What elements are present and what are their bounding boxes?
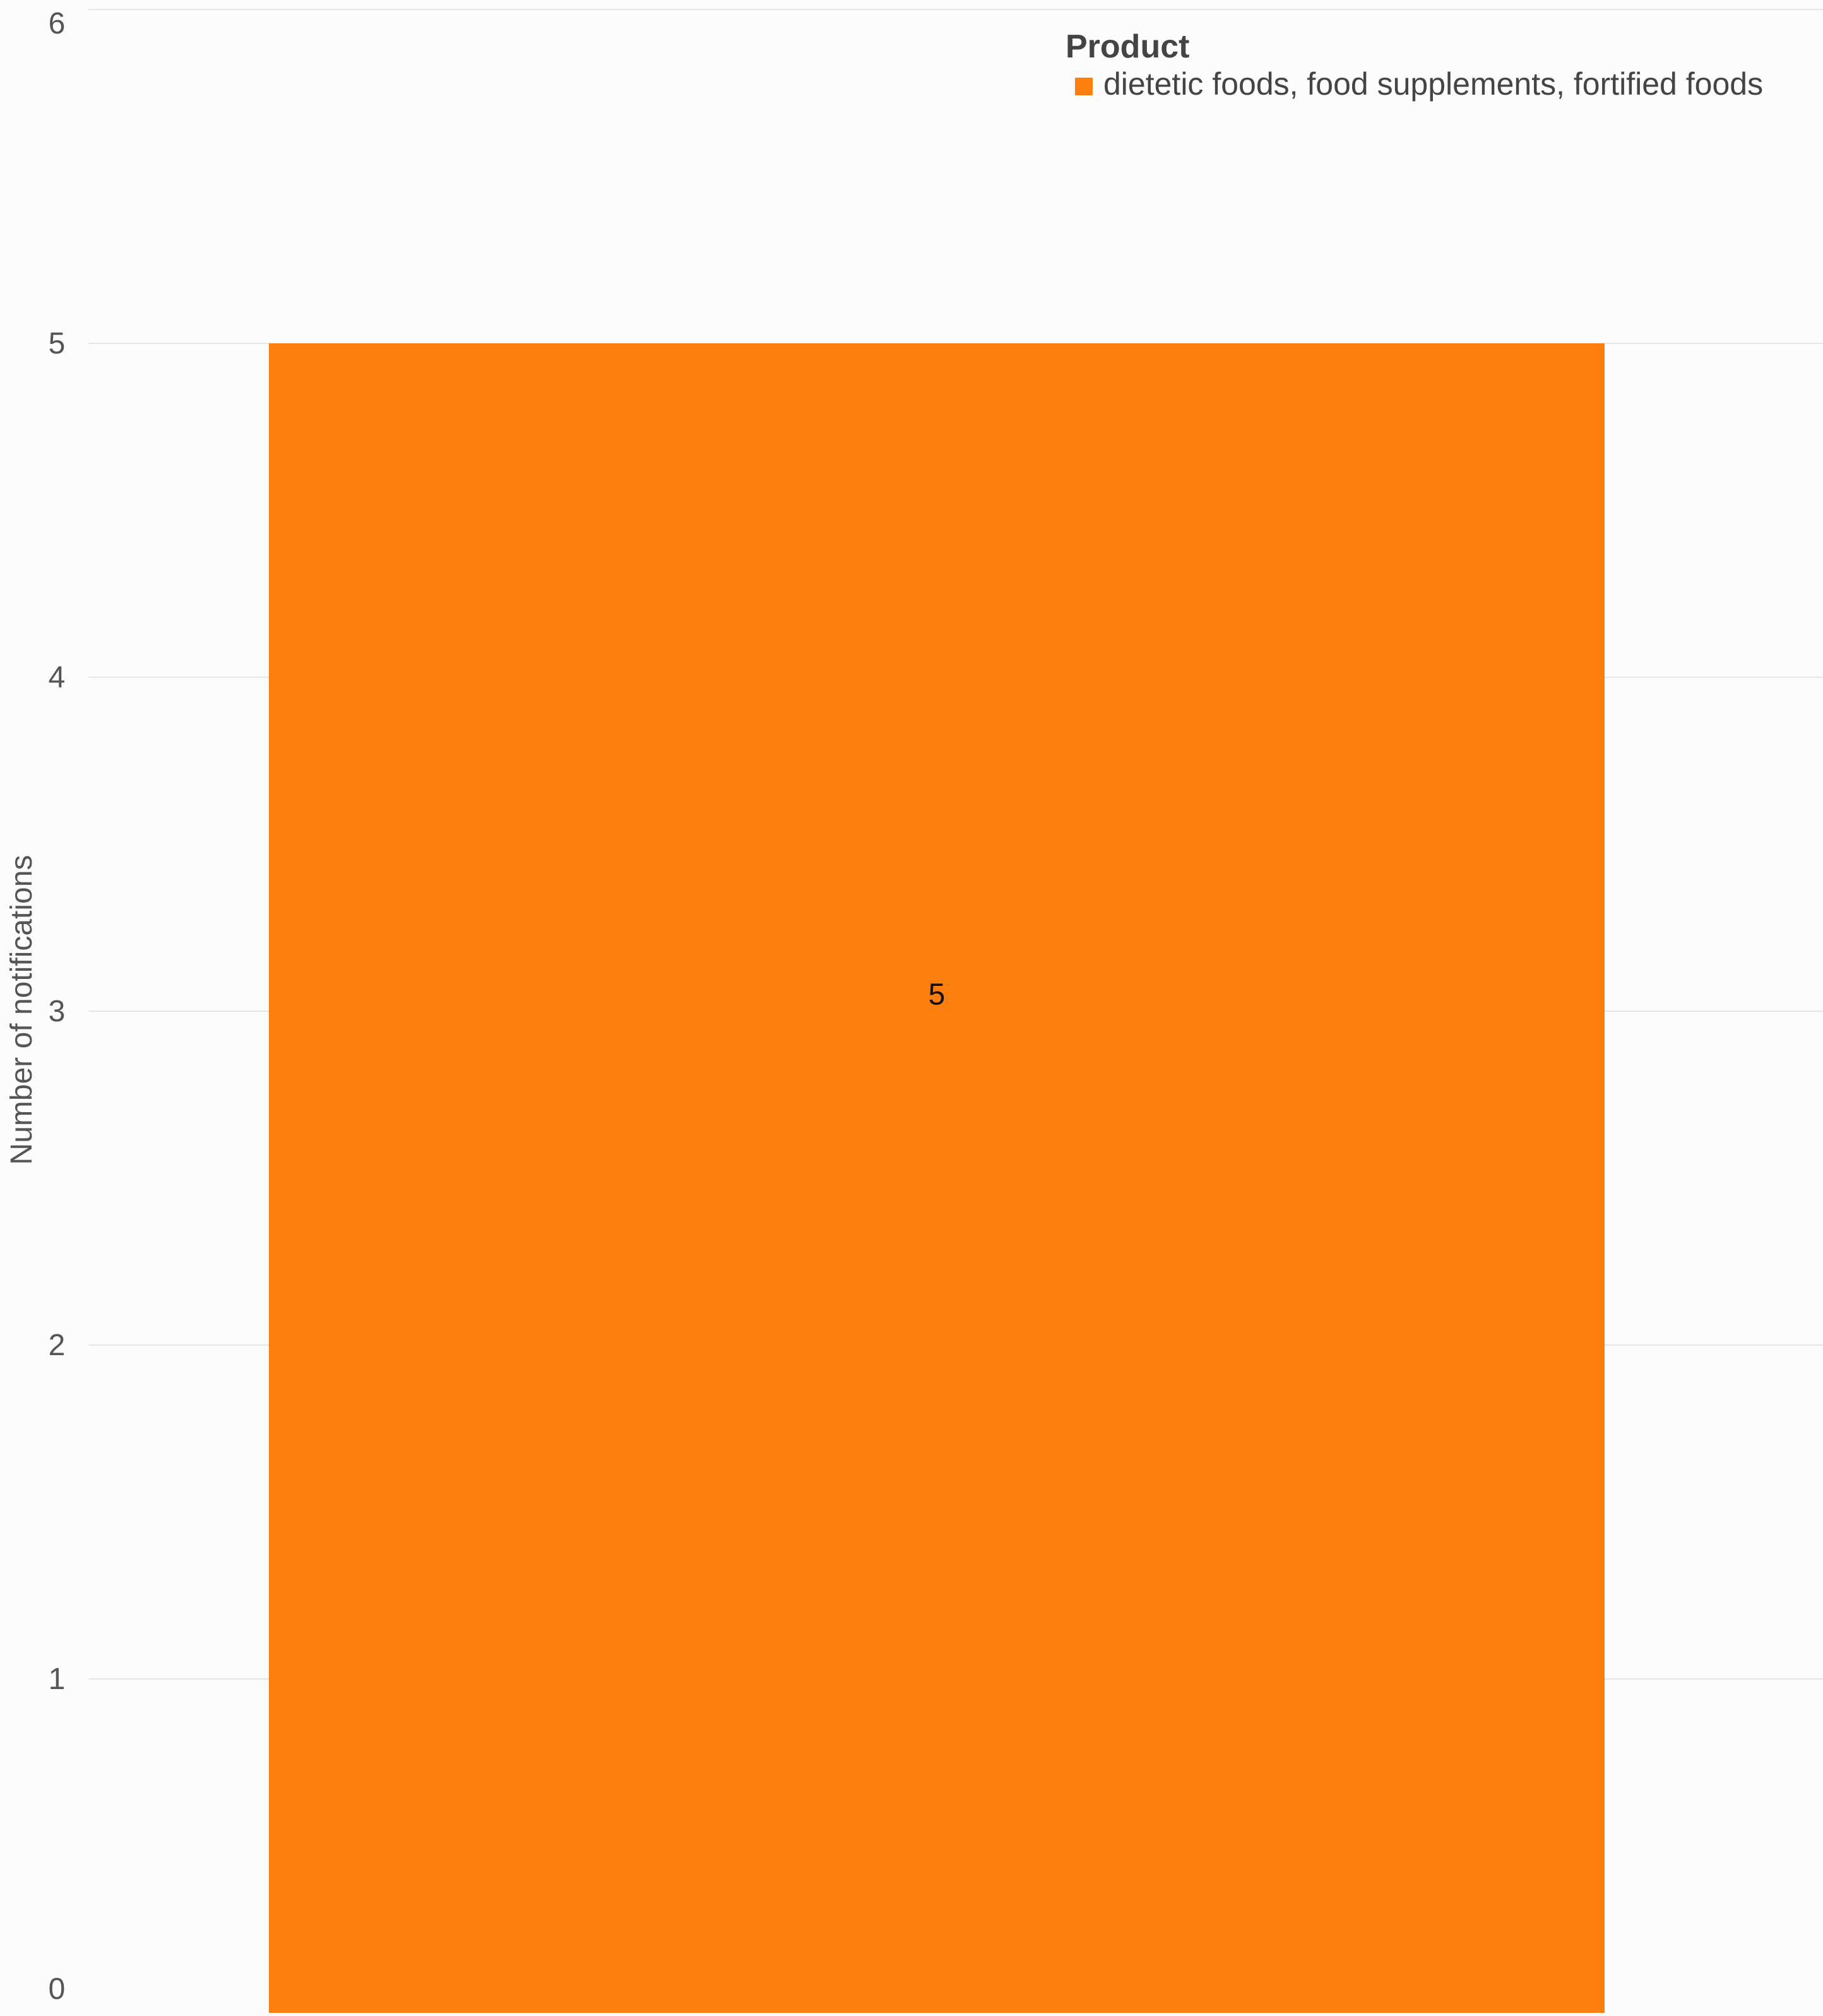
y-tick-label: 5 — [49, 327, 66, 360]
bar-value-label: 5 — [929, 978, 946, 1012]
legend-title: Product — [1066, 28, 1189, 65]
legend-swatch — [1075, 78, 1093, 95]
legend-item-label: dietetic foods, food supplements, fortif… — [1103, 66, 1763, 102]
legend: Product dietetic foods, food supplements… — [1066, 28, 1763, 102]
y-axis-ticks: 0 1 2 3 4 5 6 — [49, 7, 66, 2006]
y-axis-label: Number of notifications — [5, 855, 39, 1165]
y-tick-label: 0 — [49, 1972, 66, 2006]
bar[interactable] — [269, 343, 1605, 2013]
data-labels: 5 — [929, 978, 946, 1012]
y-tick-label: 2 — [49, 1329, 66, 1362]
y-tick-label: 1 — [49, 1663, 66, 1696]
bars — [269, 343, 1605, 2013]
y-tick-label: 6 — [49, 7, 66, 40]
y-tick-label: 3 — [49, 995, 66, 1028]
y-tick-label: 4 — [49, 661, 66, 694]
